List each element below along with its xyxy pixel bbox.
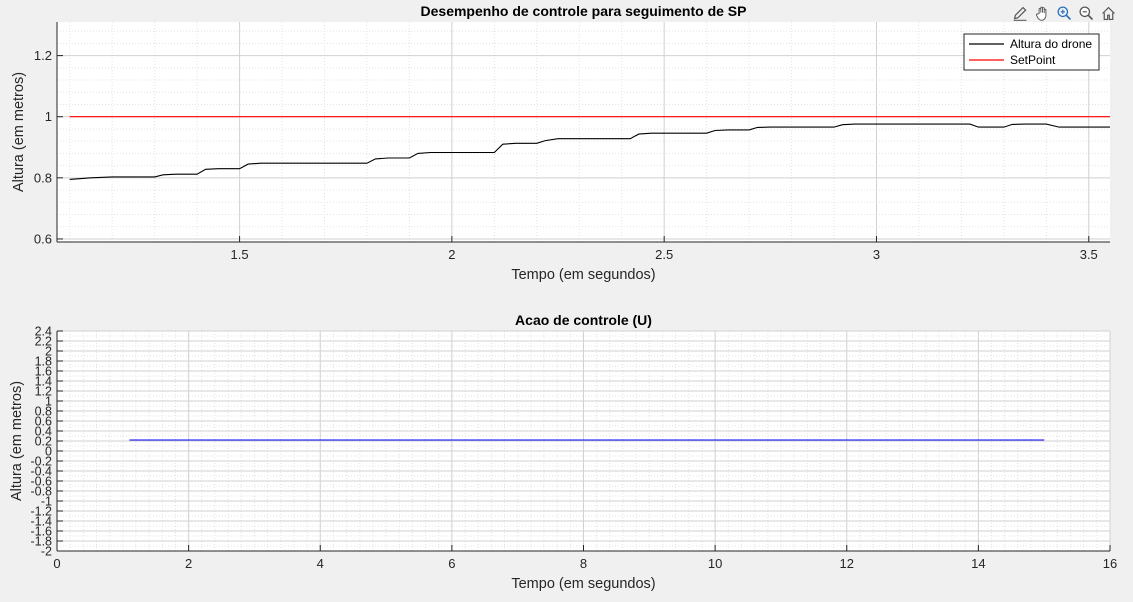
axes-toolbar (1010, 3, 1118, 23)
x-axis-label: Tempo (em segundos) (511, 267, 655, 283)
y-tick-label: -2 (41, 545, 52, 559)
x-tick-label: 4 (317, 556, 324, 571)
zoom-in-icon[interactable] (1054, 3, 1074, 23)
x-tick-label: 3 (873, 247, 880, 262)
y-tick-label: -1.2 (30, 505, 52, 519)
y-tick-label: 1.2 (34, 48, 52, 63)
x-tick-label: 2.5 (655, 247, 673, 262)
y-tick-label: -0.4 (30, 465, 52, 479)
y-tick-label: 2.2 (35, 335, 52, 349)
home-icon[interactable] (1098, 3, 1118, 23)
chart-title: Acao de controle (U) (515, 312, 652, 328)
major-grid (56, 330, 1111, 552)
zoom-out-icon[interactable] (1076, 3, 1096, 23)
y-tick-label: 0.8 (35, 405, 52, 419)
plot-area (57, 22, 1110, 242)
y-tick-label: -1 (41, 495, 52, 509)
y-tick-label: -1.4 (30, 515, 52, 529)
y-tick-label: 2.4 (35, 325, 52, 339)
y-tick-label: 0.8 (34, 170, 52, 185)
x-tick-label: 8 (580, 556, 587, 571)
legend: Altura do drone SetPoint (963, 33, 1100, 71)
y-tick-label: -0.8 (30, 485, 52, 499)
chart-2: 0 2 4 6 8 10 12 14 16-2-1.8-1.6-1.4-1.2-1-0.8-0.… (9, 312, 1117, 592)
y-tick-label: -0.6 (30, 475, 52, 489)
x-tick-label: 10 (708, 556, 722, 571)
y-tick-label: 2 (45, 345, 52, 359)
pan-hand-icon[interactable] (1032, 3, 1052, 23)
x-tick-label: 2 (185, 556, 192, 571)
y-axis-label: Altura (em metros) (9, 381, 25, 501)
x-tick-label: 2 (448, 247, 455, 262)
x-tick-label: 0 (53, 556, 60, 571)
y-tick-label: -1.8 (30, 535, 52, 549)
y-tick-label: 0.2 (35, 435, 52, 449)
legend-box (963, 33, 1100, 71)
chart-1: 1.5 2 2.5 3 3.5 0.6 0.8 1 1.2 Desempenho de contr… (11, 3, 1110, 283)
y-tick-label: 0 (45, 445, 52, 459)
y-tick-label: 1.4 (35, 375, 52, 389)
edit-icon[interactable] (1010, 3, 1030, 23)
y-tick-label: 1 (45, 395, 52, 409)
y-tick-label: 0.6 (35, 415, 52, 429)
legend-label-2: SetPoint (1010, 53, 1056, 67)
x-tick-label: 3.5 (1080, 247, 1098, 262)
y-tick-label: 0.4 (35, 425, 52, 439)
y-tick-label: 1.2 (35, 385, 52, 399)
x-axis-label: Tempo (em segundos) (511, 576, 655, 592)
chart-title: Desempenho de controle para seguimento d… (421, 3, 747, 19)
legend-label-1: Altura do drone (1010, 37, 1092, 51)
y-tick-label: 1.6 (35, 365, 52, 379)
x-tick-label: 16 (1103, 556, 1117, 571)
x-tick-label: 1.5 (231, 247, 249, 262)
y-tick-label: -0.2 (30, 455, 52, 469)
y-axis-label: Altura (em metros) (11, 72, 27, 192)
x-tick-label: 12 (840, 556, 854, 571)
x-tick-label: 6 (448, 556, 455, 571)
y-tick-label: 1 (45, 109, 52, 124)
y-tick-label: 1.8 (35, 355, 52, 369)
y-tick-label: -1.6 (30, 525, 52, 539)
x-tick-label: 14 (971, 556, 985, 571)
series-line-1 (69, 123, 1110, 180)
y-tick-label: 0.6 (34, 231, 52, 246)
